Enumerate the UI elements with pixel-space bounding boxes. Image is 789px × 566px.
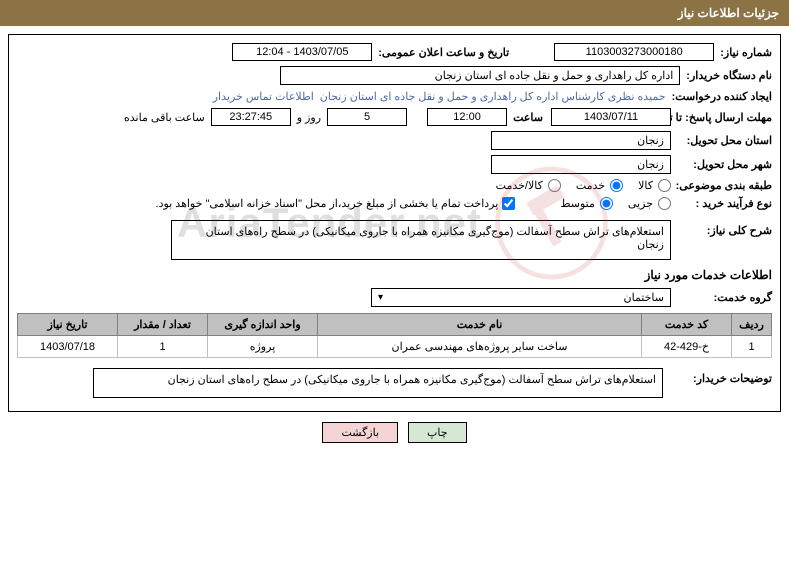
th-qty: تعداد / مقدار <box>118 314 208 336</box>
th-unit: واحد اندازه گیری <box>208 314 318 336</box>
delivery-province-value: زنجان <box>491 131 671 150</box>
buyer-notes-label: توضیحات خریدار: <box>677 368 772 385</box>
service-group-value: ساختمان <box>624 291 664 304</box>
announce-date-value: 1403/07/05 - 12:04 <box>232 43 372 61</box>
buyer-org-value: اداره کل راهداری و حمل و نقل جاده ای است… <box>280 66 680 85</box>
delivery-city-label: شهر محل تحویل: <box>677 158 772 171</box>
time-remaining: 23:27:45 <box>211 108 291 126</box>
row-deadline: مهلت ارسال پاسخ: تا تاریخ: 1403/07/11 سا… <box>17 108 772 126</box>
contact-link[interactable]: اطلاعات تماس خریدار <box>213 90 314 103</box>
row-service-group: گروه خدمت: ساختمان ▾ <box>17 288 772 307</box>
radio-partial-input[interactable] <box>658 197 671 210</box>
row-requester: ایجاد کننده درخواست: حمیده نظری کارشناس … <box>17 90 772 103</box>
deadline-time: 12:00 <box>427 108 507 126</box>
row-delivery-city: شهر محل تحویل: زنجان <box>17 155 772 174</box>
page-header: جزئیات اطلاعات نیاز <box>0 0 789 26</box>
radio-medium[interactable]: متوسط <box>560 197 613 210</box>
row-purchase-type: نوع فرآیند خرید : جزیی متوسط پرداخت تمام… <box>17 197 772 210</box>
services-info-title: اطلاعات خدمات مورد نیاز <box>17 268 772 282</box>
delivery-province-label: استان محل تحویل: <box>677 134 772 147</box>
requester-label: ایجاد کننده درخواست: <box>672 90 772 103</box>
radio-service-label: خدمت <box>576 179 605 192</box>
back-button[interactable]: بازگشت <box>322 422 398 443</box>
row-description: شرح کلی نیاز: استعلام‌های تراش سطح آسفال… <box>17 220 772 260</box>
purchase-type-label: نوع فرآیند خرید : <box>677 197 772 210</box>
need-number-value: 1103003273000180 <box>554 43 714 61</box>
radio-service-input[interactable] <box>610 179 623 192</box>
payment-checkbox[interactable] <box>502 197 515 210</box>
button-row: چاپ بازگشت <box>0 422 789 443</box>
cell-name: ساخت سایر پروژه‌های مهندسی عمران <box>318 336 642 358</box>
table-row: 1 خ-429-42 ساخت سایر پروژه‌های مهندسی عم… <box>18 336 772 358</box>
time-label: ساعت <box>513 111 543 124</box>
category-label: طبقه بندی موضوعی: <box>677 179 772 192</box>
dropdown-icon: ▾ <box>378 292 383 303</box>
cell-code: خ-429-42 <box>642 336 732 358</box>
th-code: کد خدمت <box>642 314 732 336</box>
description-value: استعلام‌های تراش سطح آسفالت (موج‌گیری مک… <box>171 220 671 260</box>
radio-goods-service-label: کالا/خدمت <box>496 179 543 192</box>
cell-unit: پروژه <box>208 336 318 358</box>
delivery-city-value: زنجان <box>491 155 671 174</box>
payment-note-group: پرداخت تمام یا بخشی از مبلغ خرید،از محل … <box>156 197 516 210</box>
main-form-container: AriaTender.net شماره نیاز: 1103003273000… <box>8 34 781 412</box>
description-label: شرح کلی نیاز: <box>677 220 772 237</box>
radio-medium-label: متوسط <box>560 197 595 210</box>
row-need-number: شماره نیاز: 1103003273000180 تاریخ و ساع… <box>17 43 772 61</box>
days-remaining: 5 <box>327 108 407 126</box>
radio-goods-input[interactable] <box>658 179 671 192</box>
row-category: طبقه بندی موضوعی: کالا خدمت کالا/خدمت <box>17 179 772 192</box>
radio-partial[interactable]: جزیی <box>628 197 671 210</box>
service-group-select[interactable]: ساختمان ▾ <box>371 288 671 307</box>
deadline-date: 1403/07/11 <box>551 108 671 126</box>
print-button[interactable]: چاپ <box>408 422 467 443</box>
header-title: جزئیات اطلاعات نیاز <box>678 6 779 20</box>
days-and-label: روز و <box>297 111 321 124</box>
announce-date-label: تاریخ و ساعت اعلان عمومی: <box>378 46 509 59</box>
row-delivery-province: استان محل تحویل: زنجان <box>17 131 772 150</box>
payment-note-text: پرداخت تمام یا بخشی از مبلغ خرید،از محل … <box>156 197 499 210</box>
th-date: تاریخ نیاز <box>18 314 118 336</box>
buyer-org-label: نام دستگاه خریدار: <box>686 69 772 82</box>
service-group-label: گروه خدمت: <box>677 291 772 304</box>
radio-goods-label: کالا <box>638 179 653 192</box>
row-buyer-notes: توضیحات خریدار: استعلام‌های تراش سطح آسف… <box>17 368 772 398</box>
need-number-label: شماره نیاز: <box>720 46 772 59</box>
table-header-row: ردیف کد خدمت نام خدمت واحد اندازه گیری ت… <box>18 314 772 336</box>
radio-medium-input[interactable] <box>600 197 613 210</box>
th-name: نام خدمت <box>318 314 642 336</box>
radio-goods[interactable]: کالا <box>638 179 671 192</box>
radio-partial-label: جزیی <box>628 197 653 210</box>
row-buyer-org: نام دستگاه خریدار: اداره کل راهداری و حم… <box>17 66 772 85</box>
cell-num: 1 <box>732 336 772 358</box>
cell-qty: 1 <box>118 336 208 358</box>
services-table: ردیف کد خدمت نام خدمت واحد اندازه گیری ت… <box>17 313 772 358</box>
buyer-notes-value: استعلام‌های تراش سطح آسفالت (موج‌گیری مک… <box>93 368 663 398</box>
remaining-label: ساعت باقی مانده <box>124 111 205 124</box>
radio-goods-service-input[interactable] <box>548 179 561 192</box>
requester-value: حمیده نظری کارشناس اداره کل راهداری و حم… <box>320 90 666 103</box>
th-row: ردیف <box>732 314 772 336</box>
deadline-label: مهلت ارسال پاسخ: تا تاریخ: <box>677 111 772 124</box>
cell-date: 1403/07/18 <box>18 336 118 358</box>
radio-service[interactable]: خدمت <box>576 179 623 192</box>
radio-goods-service[interactable]: کالا/خدمت <box>496 179 561 192</box>
